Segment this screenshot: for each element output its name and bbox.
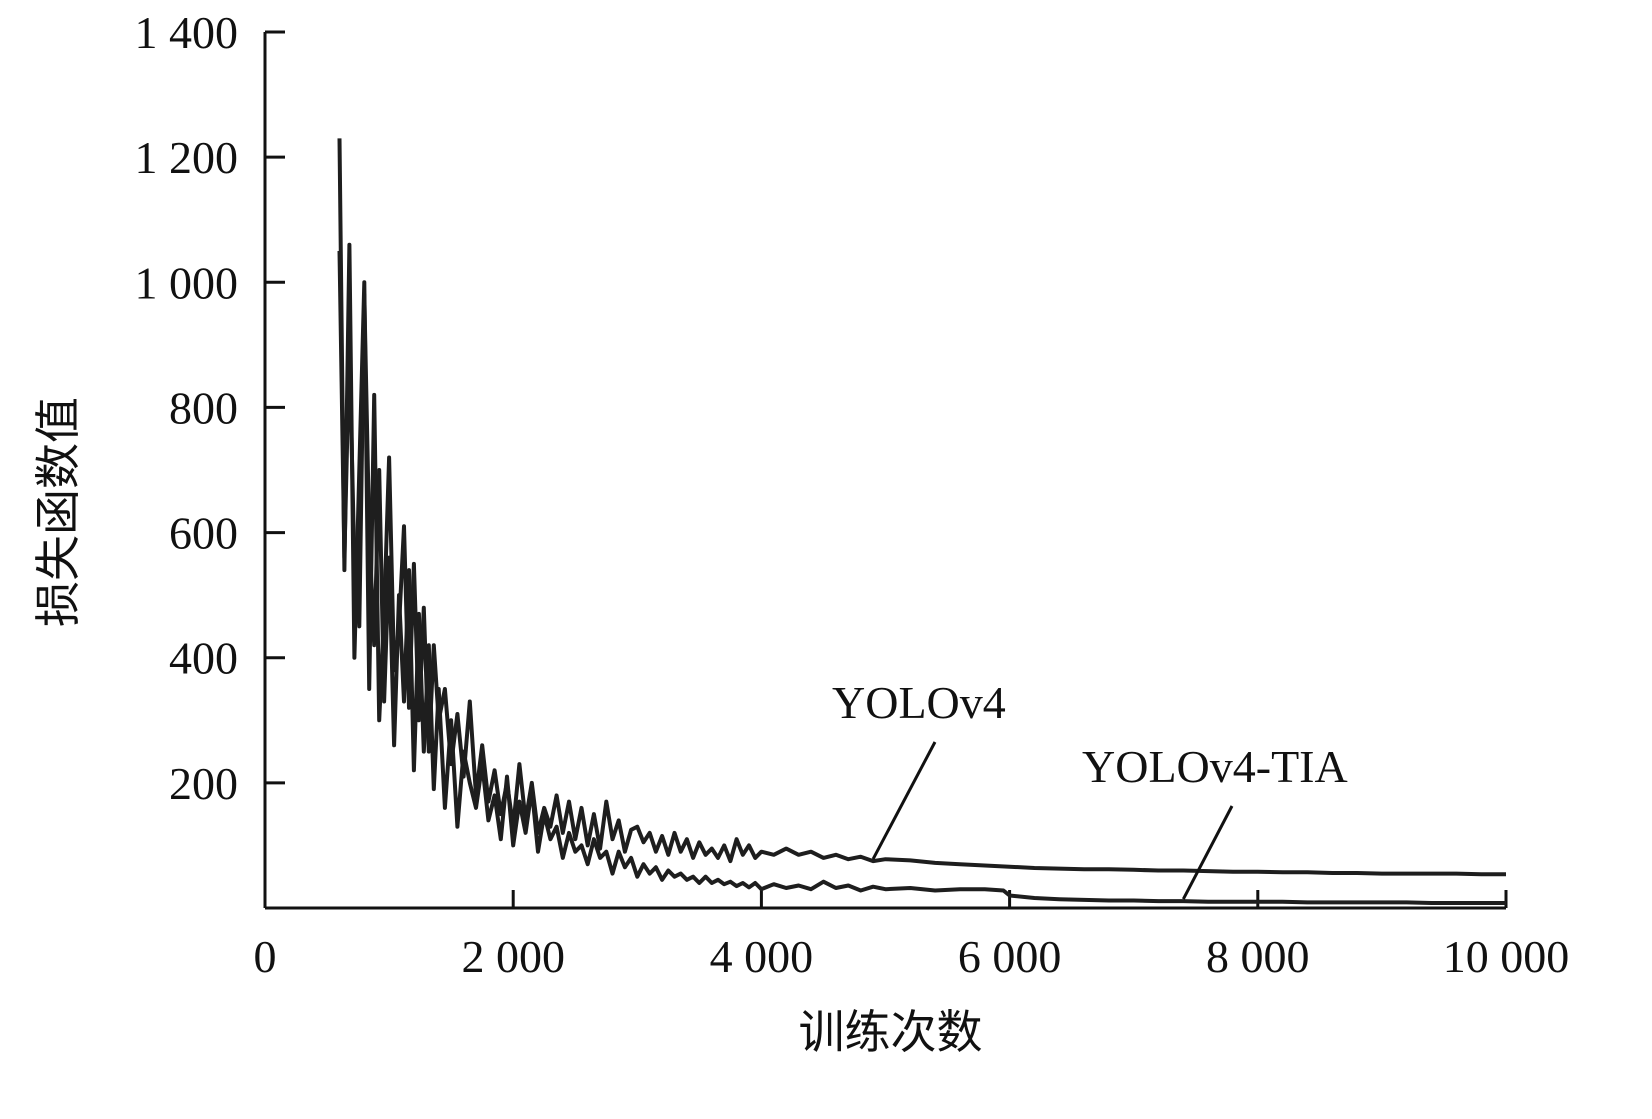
leader-line-yolov4-tia (1182, 805, 1234, 900)
y-tick-label: 400 (169, 633, 238, 684)
y-ticks: 200 400 600 800 1 000 1 200 1 400 (135, 7, 285, 809)
series-label-yolov4-tia: YOLOv4-TIA (1082, 741, 1348, 792)
y-tick-label: 600 (169, 508, 238, 559)
x-tick-label: 2 000 (461, 931, 565, 982)
x-axis-title: 训练次数 (799, 1007, 983, 1058)
series-line-yolov4 (337, 138, 1506, 877)
y-tick-label: 1 000 (135, 257, 239, 308)
series-line-yolov4-tia (337, 250, 1506, 905)
y-tick-label: 1 200 (135, 132, 239, 183)
x-tick-label: 10 000 (1443, 931, 1570, 982)
x-tick-label: 6 000 (958, 931, 1062, 982)
y-tick-label: 200 (169, 758, 238, 809)
x-tick-label: 0 (254, 931, 277, 982)
series-layer (337, 138, 1506, 905)
y-tick-label: 800 (169, 382, 238, 433)
y-axis-title: 损失函数值 (33, 397, 84, 627)
annotation-layer: YOLOv4 YOLOv4-TIA (832, 677, 1348, 900)
x-tick-label: 4 000 (710, 931, 814, 982)
series-label-yolov4: YOLOv4 (832, 677, 1006, 728)
leader-line-yolov4 (871, 741, 937, 860)
axes (263, 32, 1506, 910)
x-tick-label: 8 000 (1206, 931, 1310, 982)
x-ticks: 0 2 000 4 000 6 000 8 000 10 000 (254, 890, 1570, 982)
y-tick-label: 1 400 (135, 7, 239, 58)
